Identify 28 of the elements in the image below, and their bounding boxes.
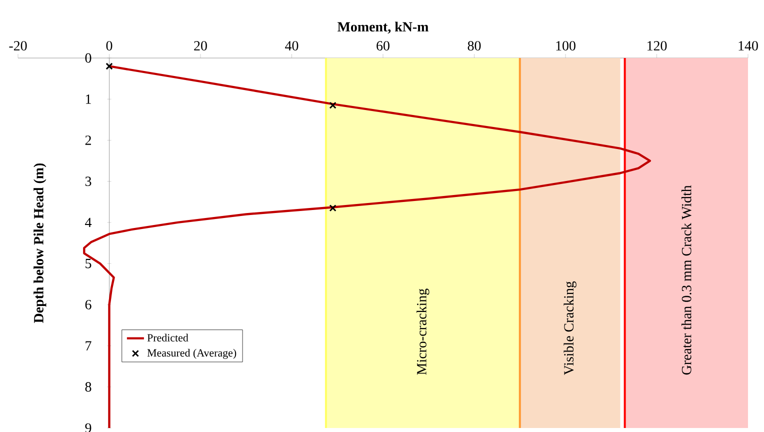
x-tick-label: 120 [648,41,667,51]
y-tick-label: 8 [85,382,92,392]
x-tick-label: 100 [556,41,576,51]
x-tick-label: 20 [194,41,207,51]
point [329,102,336,109]
y-tick-label: 5 [86,258,92,268]
y-tick-label: 6 [85,300,92,310]
y-tick-label: 1 [86,94,91,104]
y-tick-label: 4 [85,218,92,228]
x-tick-label: 60 [376,41,390,51]
band-label: Visible Cracking [564,281,576,375]
y-tick-label: 2 [85,136,91,145]
point [329,204,336,212]
y-tick-label: 7 [86,341,92,350]
legend-label: Measured (Average) [147,348,236,359]
band-label: Greater than 0.3 mm Crack Width [681,185,692,375]
band-label: Micro-cracking [416,288,430,375]
x-tick-label: -20 [9,41,27,51]
x-tick-label: 40 [285,41,298,51]
point [106,62,113,70]
legend-label: Predicted [147,334,188,342]
y-tick-label: 3 [85,176,92,186]
x-axis-title: Moment, kN-m [338,22,428,34]
y-axis-title: Depth below Pile Head (m) [34,163,46,323]
x-tick-label: 140 [738,41,758,51]
y-tick-label: 0 [85,53,92,63]
x-tick-label: 80 [468,41,481,51]
x-tick-label: 0 [106,41,112,51]
